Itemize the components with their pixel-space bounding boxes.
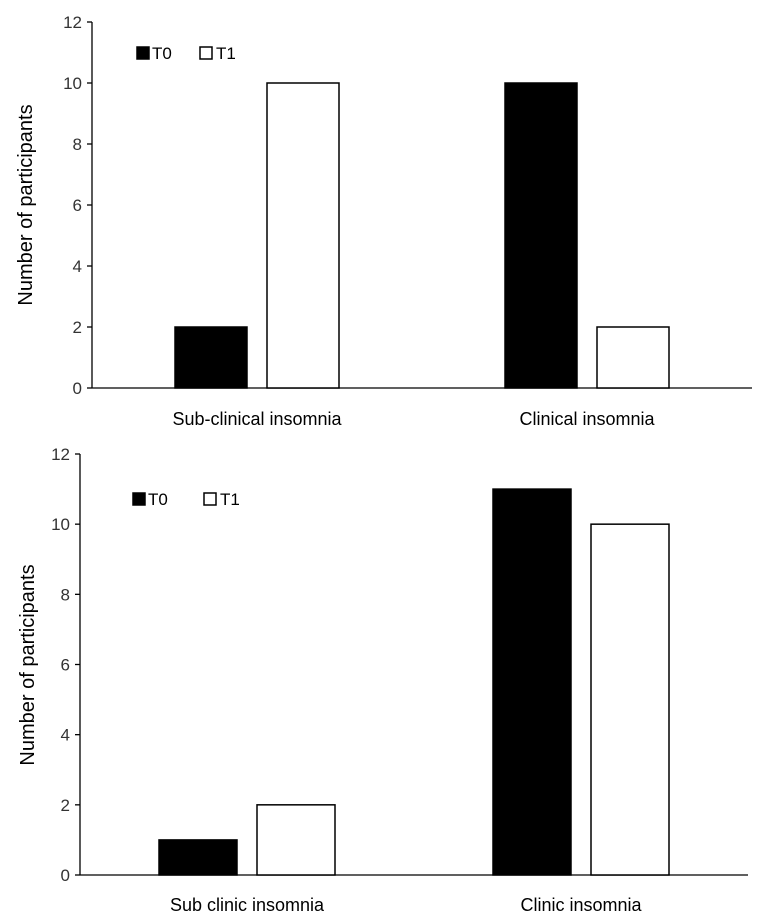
- category-labels: Sub-clinical insomnia Clinical insomnia: [172, 409, 655, 429]
- bar-t0-2: [504, 82, 578, 389]
- y-tick-label: 6: [73, 196, 82, 215]
- y-tick-label: 0: [61, 866, 70, 885]
- legend-label-t1: T1: [220, 490, 240, 509]
- y-tick-label: 12: [63, 13, 82, 32]
- y-tick-label: 10: [51, 515, 70, 534]
- bar-t1-1: [256, 804, 336, 876]
- chart-1: 0 2 4 6 8 10 12 Sub-clinical insomnia Clinical …: [15, 13, 752, 429]
- bar-t0-1: [174, 326, 248, 389]
- legend-swatch-t0: [132, 492, 146, 506]
- y-tick-label: 4: [61, 726, 70, 745]
- chart-2: 0 2 4 6 8 10 12 Sub clinic insomnia Clinic inso…: [17, 445, 748, 915]
- category-labels: Sub clinic insomnia Clinic insomnia: [170, 895, 643, 915]
- y-tick-label: 10: [63, 74, 82, 93]
- y-tick-label: 8: [73, 135, 82, 154]
- y-tick-label: 2: [73, 318, 82, 337]
- category-label: Clinical insomnia: [519, 409, 655, 429]
- y-tick-label: 8: [61, 585, 70, 604]
- legend-label-t1: T1: [216, 44, 236, 63]
- y-tick-label: 12: [51, 445, 70, 464]
- y-ticks: 0 2 4 6 8 10 12: [51, 445, 80, 885]
- legend-swatch-t1: [199, 46, 213, 60]
- y-ticks: 0 2 4 6 8 10 12: [63, 13, 92, 398]
- bars: [174, 82, 670, 389]
- bar-t0-2: [492, 488, 572, 876]
- y-axis-label: Number of participants: [17, 564, 39, 765]
- y-tick-label: 6: [61, 656, 70, 675]
- y-tick-label: 2: [61, 796, 70, 815]
- legend-swatch-t0: [136, 46, 150, 60]
- legend: T0 T1: [136, 44, 236, 63]
- category-label: Sub-clinical insomnia: [172, 409, 342, 429]
- legend-swatch-t1: [203, 492, 217, 506]
- y-tick-label: 0: [73, 379, 82, 398]
- bars: [158, 488, 670, 876]
- legend-label-t0: T0: [152, 44, 172, 63]
- legend: T0 T1: [132, 490, 240, 509]
- bar-t1-2: [596, 326, 670, 389]
- legend-label-t0: T0: [148, 490, 168, 509]
- bar-t1-2: [590, 523, 670, 876]
- category-label: Clinic insomnia: [520, 895, 642, 915]
- bar-t1-1: [266, 82, 340, 389]
- category-label: Sub clinic insomnia: [170, 895, 325, 915]
- bar-t0-1: [158, 839, 238, 876]
- y-tick-label: 4: [73, 257, 82, 276]
- y-axis-label: Number of participants: [15, 104, 37, 305]
